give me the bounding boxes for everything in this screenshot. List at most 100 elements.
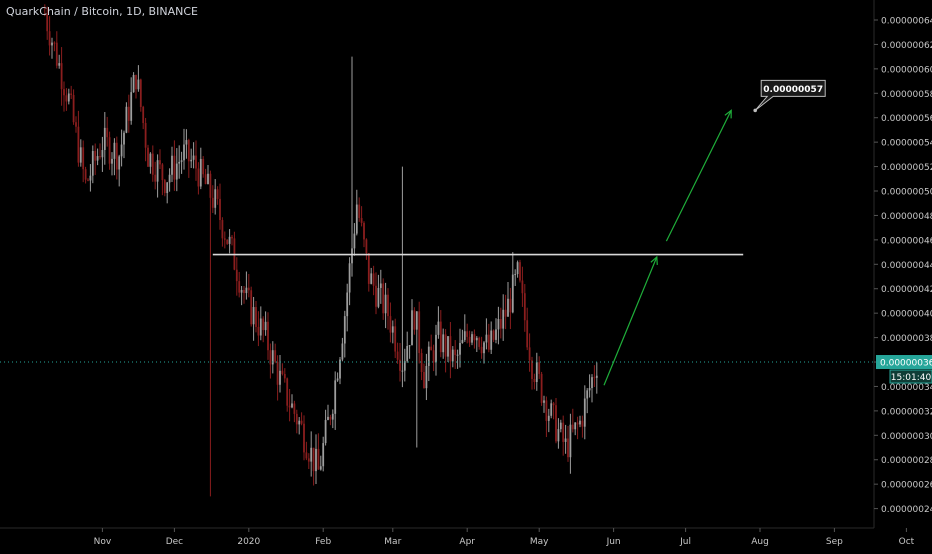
candle-body (454, 349, 457, 356)
candle-body (351, 248, 353, 264)
candle-body (430, 346, 433, 351)
candle (101, 136, 104, 172)
candle-body (521, 280, 524, 294)
candle-body (502, 309, 505, 329)
candle-body (293, 403, 296, 414)
candle-body (207, 173, 209, 184)
candle (403, 348, 406, 382)
candle-body (159, 160, 161, 165)
candle-body (118, 156, 121, 170)
candle-body (334, 380, 337, 414)
candle (499, 307, 502, 339)
candle-body (595, 375, 598, 378)
candle-body (507, 298, 509, 317)
candle-body (408, 345, 411, 347)
candle (360, 206, 363, 227)
candle-body (65, 95, 68, 102)
candle-body (358, 204, 361, 219)
candle-body (492, 330, 495, 340)
candle-body (307, 458, 310, 462)
candle-body (444, 334, 447, 357)
candle (255, 300, 257, 333)
y-tick-label: 0.00000056 (881, 114, 932, 124)
candle (228, 229, 231, 254)
candle (334, 371, 337, 430)
candle (51, 37, 53, 59)
candle (389, 302, 392, 343)
candle-body (108, 137, 111, 164)
candle (113, 138, 116, 176)
candle-body (243, 289, 245, 294)
price-axis[interactable]: 0.00000064 0.00000062 0.00000060 0.00000058… (874, 17, 932, 516)
candle-body (329, 416, 332, 420)
candle-body (363, 222, 365, 240)
candle-body (339, 359, 341, 379)
candle (103, 112, 106, 165)
candle (595, 362, 598, 394)
candle-body (538, 362, 541, 374)
candle (543, 395, 545, 413)
candle (550, 399, 553, 419)
candle (221, 217, 224, 247)
candle (211, 185, 214, 214)
candle-body (53, 42, 56, 44)
candle (384, 282, 387, 329)
candle (303, 415, 305, 461)
candle (202, 156, 205, 178)
y-tick-label: 0.00000046 (881, 236, 932, 246)
candle (535, 352, 538, 391)
candle (149, 152, 152, 174)
candle (55, 31, 58, 69)
candle (555, 398, 557, 444)
candle-body (379, 283, 382, 288)
candle (413, 307, 416, 335)
candle-body (204, 174, 207, 184)
candle (540, 371, 543, 406)
candle-body (58, 63, 61, 66)
candle-body (483, 342, 485, 354)
candle (291, 394, 293, 409)
candle-body (394, 326, 397, 352)
candle-body (543, 400, 545, 403)
candle (439, 310, 442, 358)
candle (84, 166, 87, 184)
candle (195, 140, 197, 181)
candle (387, 288, 389, 330)
candle (139, 78, 142, 112)
candle-body (499, 318, 502, 329)
candle (70, 85, 73, 99)
candle (545, 396, 548, 438)
candle (466, 323, 469, 344)
candle (495, 318, 497, 344)
candle (271, 341, 274, 374)
time-axis[interactable]: Nov Dec 2020 Feb Mar Apr May Jun Jul Aug Sep Oct (94, 528, 915, 547)
candle-body (127, 106, 130, 121)
candle-body (132, 75, 135, 93)
candle-body (559, 422, 562, 430)
y-tick-label: 0.00000040 (881, 310, 932, 320)
candle-body (223, 238, 226, 240)
candle (91, 145, 94, 184)
candle (485, 318, 488, 350)
candle (115, 136, 118, 180)
candle-body (514, 274, 517, 276)
candle-body (490, 330, 493, 350)
candle-body (271, 350, 274, 365)
candle-body (303, 423, 305, 453)
candle-body (115, 142, 118, 170)
candle-body (391, 326, 394, 333)
candle (58, 54, 61, 69)
candle (490, 321, 493, 355)
candle-body (247, 287, 250, 291)
trend-arrow-head (650, 255, 658, 265)
candle (372, 265, 375, 296)
candle-body (125, 106, 128, 133)
y-tick-label: 0.00000038 (881, 334, 932, 344)
candle-body (526, 320, 529, 348)
candle-body (459, 342, 461, 355)
candle (173, 140, 176, 191)
symbol-title[interactable]: QuarkChain / Bitcoin, 1D, BINANCE (6, 5, 198, 18)
candle (118, 154, 121, 187)
